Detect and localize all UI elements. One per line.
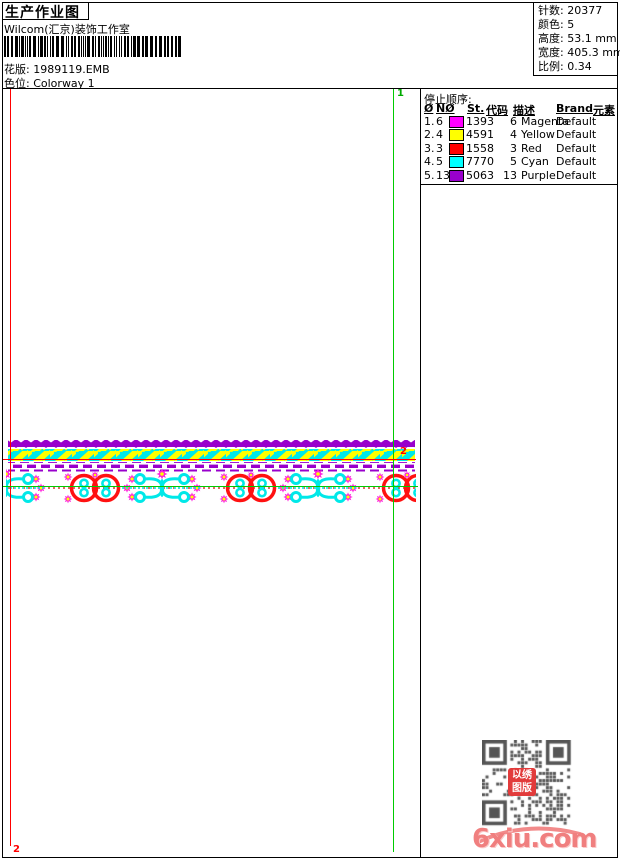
stop-row-description: Cyan [521, 155, 549, 169]
end-guide-horizontal [3, 459, 416, 460]
stop-row-needle: 5 [436, 155, 443, 169]
end-marker-label-bottom: 2 [13, 844, 20, 855]
stop-col-header: 元素 [593, 104, 615, 117]
stop-row-code: 3 [510, 141, 517, 155]
start-marker-label: 1 [397, 88, 404, 99]
colorway-value: Colorway 1 [33, 77, 95, 90]
stop-row-brand: Default [556, 155, 597, 169]
stamp-line2: 图版 [512, 783, 532, 794]
title-box [2, 2, 89, 20]
end-marker-label-right: 2 [400, 446, 407, 457]
stop-row-brand: Default [556, 115, 597, 128]
design-filename-label: 花版: [4, 63, 30, 76]
info-row: 比例: 0.34 [538, 60, 592, 73]
colorway-label: 色位: [4, 77, 30, 90]
stamp-line1: 以绣 [512, 770, 532, 781]
table-bottom-border [420, 184, 617, 185]
stop-col-header: Ø [424, 102, 434, 115]
stop-row-brand: Default [556, 128, 597, 142]
stop-col-header: St. [467, 102, 485, 115]
watermark-stamp: 以绣 图版 [508, 768, 536, 796]
start-guide-vertical [393, 89, 394, 852]
header-separator [2, 88, 617, 89]
stop-row-stitches: 4591 [466, 128, 494, 142]
stop-row-description: Red [521, 141, 542, 155]
watermark-swoosh [476, 826, 582, 844]
stop-row-brand: Default [556, 141, 597, 155]
stop-row-needle: 6 [436, 115, 443, 128]
page-title: 生产作业图 [5, 5, 80, 21]
band-purple-bricks [8, 462, 415, 472]
stop-row-code: 6 [510, 115, 517, 128]
stop-row-stitches: 1558 [466, 141, 494, 155]
studio-name: Wilcom(汇京)装饰工作室 [4, 23, 130, 36]
stop-row-seq: 2. [424, 128, 435, 142]
watermark-site: 6xiu.com [472, 824, 598, 854]
stop-row-stitches: 7770 [466, 155, 494, 169]
design-filename-value: 1989119.EMB [33, 63, 110, 76]
info-panel-left-border [533, 2, 534, 75]
stop-row-description: Purple [521, 168, 556, 182]
stop-row-seq: 5. [424, 168, 435, 182]
stop-col-header: 描述 [513, 104, 535, 117]
colorway: 色位: Colorway 1 [4, 75, 95, 91]
band-purple-zigzag [8, 440, 415, 448]
stop-row-seq: 4. [424, 155, 435, 169]
info-row: 针数: 20377 [538, 4, 603, 17]
stop-row-code: 5 [510, 155, 517, 169]
stop-col-header: 代码 [486, 104, 508, 117]
stop-row-description: Magenta [521, 115, 570, 128]
stop-row-seq: 3. [424, 141, 435, 155]
info-row: 高度: 53.1 mm [538, 32, 617, 45]
stop-row-needle: 13 [436, 168, 450, 182]
band-yellow-cyan-braid [8, 449, 415, 461]
design-info-panel: 针数: 20377 颜色: 5 高度: 53.1 mm 宽度: 405.3 mm 比例:… [538, 4, 620, 74]
stop-row-needle: 4 [436, 128, 443, 142]
start-guide-horizontal [3, 486, 418, 487]
barcode [4, 36, 186, 57]
info-row: 宽度: 405.3 mm [538, 46, 620, 59]
stop-row-swatch [449, 169, 464, 182]
stop-row-swatch [449, 142, 464, 155]
info-row: 颜色: 5 [538, 18, 575, 31]
stop-row-swatch [449, 129, 464, 142]
stop-row-swatch [449, 116, 464, 128]
stop-row-needle: 3 [436, 141, 443, 155]
stop-row-description: Yellow [521, 128, 555, 142]
stop-row-stitches: 1393 [466, 115, 494, 128]
stop-row-stitches: 5063 [466, 168, 494, 182]
stop-row-brand: Default [556, 168, 597, 182]
embroidery-design-preview [6, 440, 416, 507]
stop-row-code: 13 [503, 168, 517, 182]
stop-row-swatch [449, 156, 464, 169]
stop-col-header: Brand [556, 102, 593, 115]
stop-col-header: NØ [436, 102, 455, 115]
end-guide-vertical [10, 89, 11, 846]
stop-row-seq: 1. [424, 115, 435, 128]
stop-row-code: 4 [510, 128, 517, 142]
design-area-right-border [420, 88, 421, 857]
stop-sequence-title: 停止顺序: [424, 93, 472, 106]
info-panel-bottom-border [533, 75, 617, 76]
design-filename: 花版: 1989119.EMB [4, 61, 110, 77]
